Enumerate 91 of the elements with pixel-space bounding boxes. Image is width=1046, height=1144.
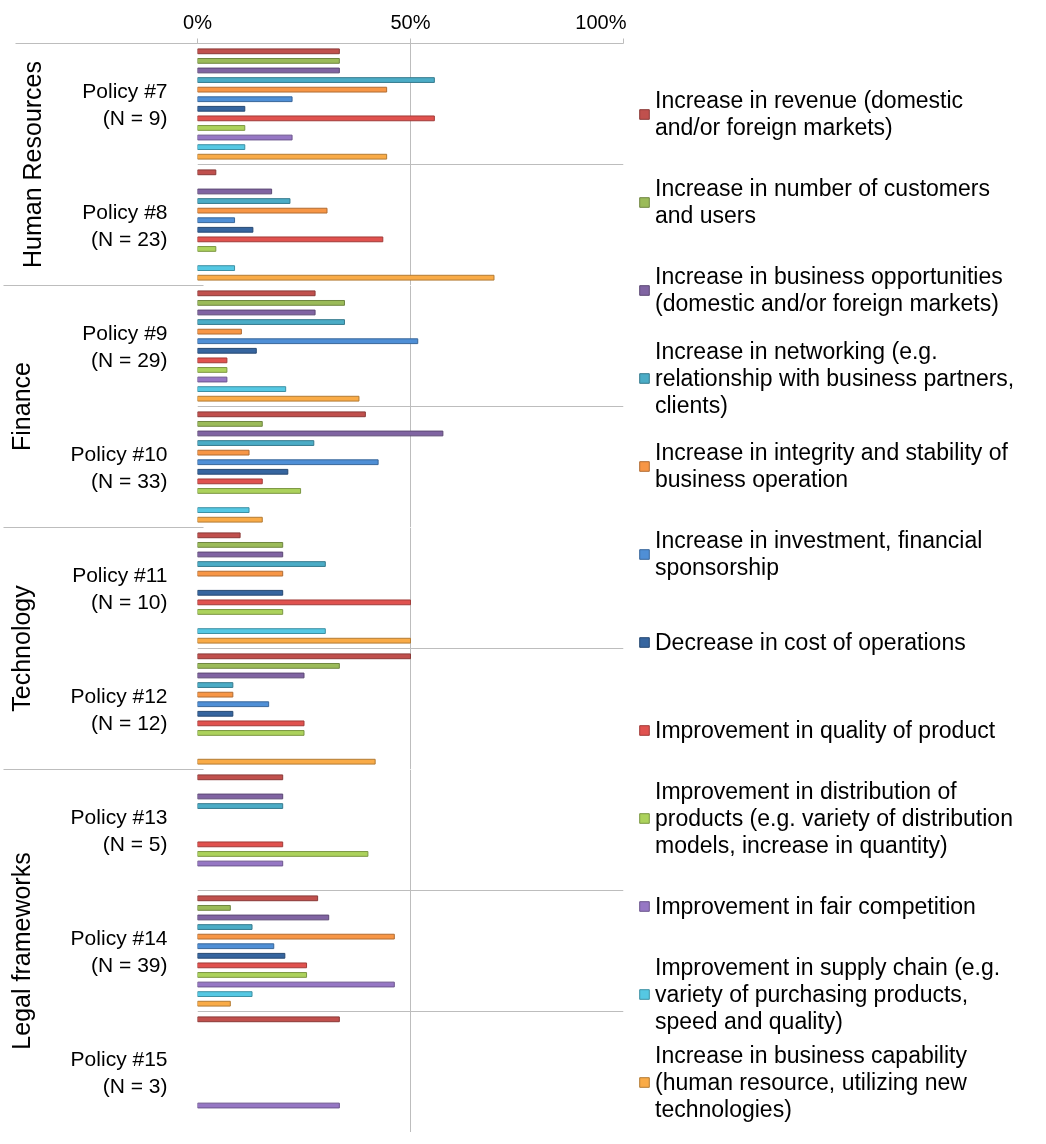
- bar: [197, 507, 250, 513]
- legend-label: Decrease in cost of operations: [655, 627, 966, 657]
- x-tick-label: 0%: [183, 10, 213, 33]
- bar: [197, 758, 376, 765]
- bar: [197, 386, 287, 392]
- bar: [197, 682, 234, 688]
- bar: [197, 609, 284, 615]
- bar: [197, 952, 286, 959]
- bar: [197, 637, 411, 644]
- bar: [197, 962, 308, 969]
- bar: [197, 516, 263, 523]
- bar: [197, 542, 284, 548]
- bar: [197, 561, 326, 567]
- bar: [197, 488, 302, 494]
- bar: [197, 1102, 340, 1109]
- y-tick-label: Policy #7 (N = 9): [82, 78, 168, 130]
- bar: [197, 628, 326, 634]
- bar: [197, 430, 444, 437]
- bar: [197, 570, 284, 577]
- bar: [197, 411, 366, 418]
- y-tick-label: Policy #8 (N = 23): [82, 199, 168, 251]
- bar: [197, 914, 330, 921]
- bar: [197, 347, 257, 354]
- bar: [197, 860, 284, 867]
- legend-label: Increase in integrity and stability of business operation: [655, 438, 1008, 494]
- bar: [197, 449, 250, 456]
- bar: [197, 319, 345, 325]
- bar: [197, 459, 379, 466]
- legend-label: Increase in business capability (human resource, utilizing new technologies): [655, 1040, 967, 1124]
- bar: [197, 972, 308, 978]
- bar: [197, 730, 305, 736]
- legend-label: Increase in investment, financial sponsorship: [655, 526, 983, 582]
- legend-label: Increase in revenue (domestic and/or foreign markets): [655, 86, 964, 142]
- y-tick-label: Policy #9 (N = 29): [82, 320, 168, 372]
- bar: [197, 943, 275, 950]
- y-axis-title: Human Resources: [18, 60, 47, 269]
- bar: [197, 589, 284, 596]
- bar: [197, 328, 242, 335]
- bar: [197, 376, 228, 383]
- legend-label: Improvement in distribution of products (e.g. variety of distribution models, increase in quantity): [655, 776, 1013, 860]
- y-tick-label: Policy #14 (N = 39): [70, 925, 168, 977]
- bar: [197, 710, 234, 717]
- bar: [197, 991, 253, 997]
- y-tick-label: Policy #11 (N = 10): [72, 562, 168, 614]
- bar: [197, 290, 316, 297]
- y-axis-title: Technology: [6, 584, 35, 712]
- bar: [197, 532, 241, 539]
- bar: [197, 774, 284, 781]
- bar: [197, 653, 411, 660]
- y-axis-title: Legal frameworks: [6, 852, 35, 1050]
- x-tick-label: 100%: [575, 10, 627, 33]
- y-tick-label: Policy #13 (N = 5): [70, 804, 168, 856]
- bar: [197, 672, 305, 679]
- bar: [197, 357, 228, 364]
- bar: [197, 1016, 340, 1023]
- bar: [197, 841, 284, 848]
- legend-label: Increase in business opportunities (domestic and/or foreign markets): [655, 262, 1003, 318]
- bar: [197, 599, 411, 606]
- bar: [197, 551, 284, 558]
- bar: [197, 793, 284, 800]
- bar: [197, 395, 360, 402]
- y-axis-title: Finance: [6, 362, 35, 451]
- bar: [197, 309, 316, 316]
- bar: [197, 981, 395, 988]
- bar: [197, 895, 319, 902]
- legend-label: Improvement in fair competition: [655, 891, 976, 921]
- bar: [197, 701, 270, 708]
- bar: [197, 905, 231, 911]
- bar: [197, 478, 263, 485]
- bar: [197, 338, 419, 345]
- bar: [197, 421, 263, 427]
- bar: [197, 691, 234, 698]
- bar: [197, 924, 253, 930]
- bar: [197, 440, 315, 446]
- legend-label: Improvement in quality of product: [655, 715, 996, 745]
- legend-label: Improvement in supply chain (e.g. variety of purchasing products, speed and quality): [655, 952, 1001, 1036]
- x-tick-label: 50%: [390, 10, 431, 33]
- bar: [197, 933, 395, 940]
- legend-label: Increase in networking (e.g. relationship with business partners, clients): [655, 336, 1015, 420]
- bar: [197, 720, 305, 727]
- bar: [197, 663, 340, 669]
- bar: [197, 468, 289, 475]
- bar: [197, 1000, 231, 1007]
- legend-label: Increase in number of customers and users: [655, 174, 990, 230]
- y-tick-label: Policy #10 (N = 33): [70, 441, 168, 493]
- y-tick-label: Policy #15 (N = 3): [70, 1046, 168, 1098]
- bar: [197, 851, 369, 857]
- bar: [197, 300, 345, 306]
- bar: [197, 803, 284, 809]
- bar: [197, 367, 228, 373]
- y-tick-label: Policy #12 (N = 12): [70, 683, 168, 735]
